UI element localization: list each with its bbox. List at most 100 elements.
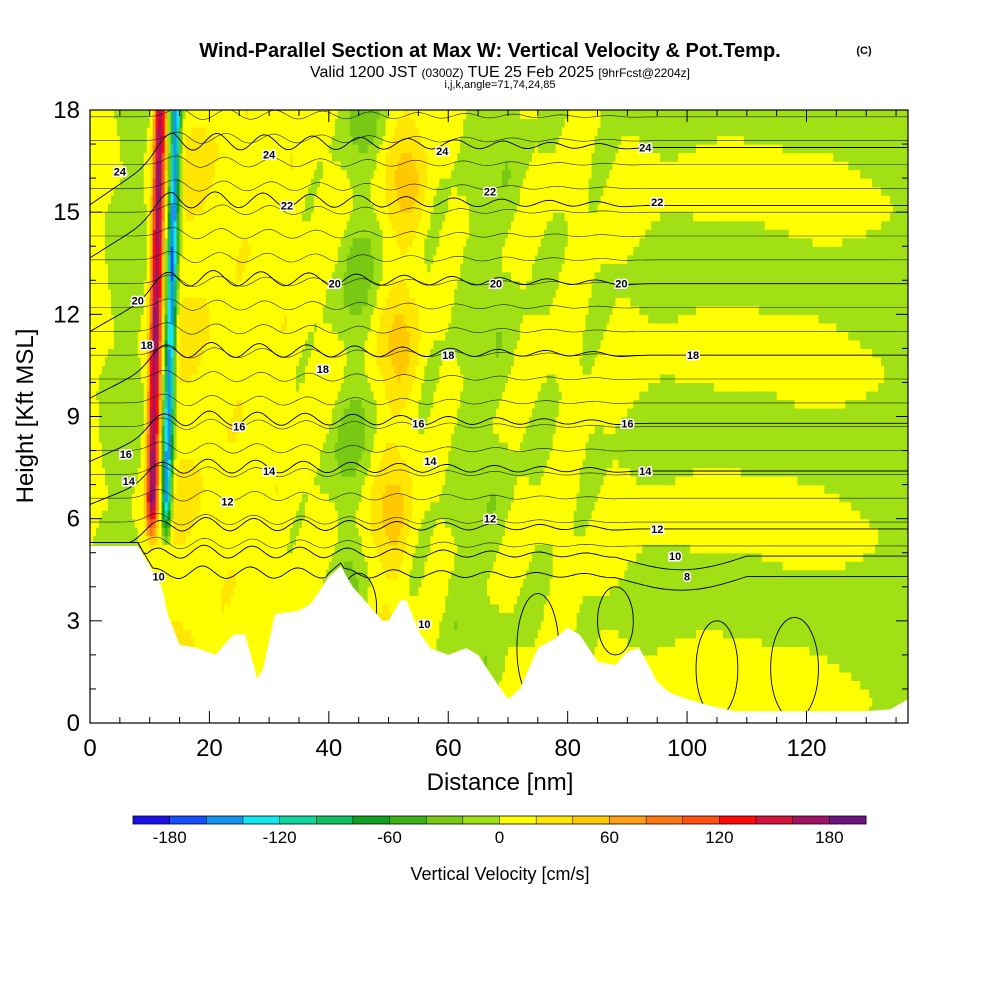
velocity-cell [158,433,163,486]
colorbar-swatch [462,816,500,824]
velocity-cell [678,110,682,154]
velocity-cell [409,518,414,571]
velocity-cell [307,186,312,222]
velocity-cell [618,297,623,426]
velocity-cell [340,339,345,384]
velocity-cell [352,569,357,596]
velocity-cell [848,110,852,171]
velocity-cell [543,229,548,315]
velocity-cell [427,510,431,554]
velocity-cell [188,110,193,137]
velocity-cell [675,476,679,545]
velocity-cell [660,646,664,690]
velocity-cell [794,646,799,716]
velocity-cell [758,220,763,315]
velocity-cell [397,110,402,120]
velocity-cell [131,493,136,520]
velocity-cell [493,510,497,562]
velocity-cell [612,433,617,460]
velocity-cell [749,476,754,554]
velocity-cell [370,314,375,392]
velocity-cell [624,297,628,418]
velocity-cell [322,442,327,494]
velocity-cell [501,442,506,537]
velocity-cell [857,237,861,341]
velocity-cell [361,305,366,409]
theta-contour-minor [90,250,908,263]
velocity-cell [409,390,414,477]
velocity-cell [687,110,691,154]
velocity-cell [388,356,393,409]
velocity-cell [370,450,375,486]
velocity-cell [197,467,202,511]
velocity-cell [421,203,425,384]
velocity-cell [633,110,637,137]
velocity-cell [875,527,879,545]
velocity-cell [633,135,637,247]
theta-contour-minor [90,393,908,407]
velocity-cell [182,297,187,384]
velocity-cell [361,552,366,605]
velocity-cell [355,399,360,469]
velocity-cell [170,459,175,477]
velocity-cell [215,161,219,656]
velocity-cell [558,135,563,213]
velocity-cell [454,110,458,162]
velocity-cell [758,390,763,477]
velocity-cell [657,110,661,154]
velocity-cell [510,450,515,503]
velocity-cell [707,552,712,630]
velocity-cell [827,152,831,247]
velocity-cell [854,237,858,341]
velocity-cell [155,356,160,392]
velocity-cell [370,144,375,179]
velocity-cell [460,195,464,264]
velocity-cell [869,348,873,392]
velocity-cell [519,118,524,188]
velocity-cell [752,220,757,307]
valid-date: TUE 25 Feb 2025 [468,64,594,81]
y-tick-label: 0 [67,710,80,737]
theta-contours [90,110,908,721]
velocity-cell [878,356,882,384]
velocity-cell [167,510,172,520]
velocity-cell [504,518,509,613]
velocity-cell [364,305,369,341]
velocity-cell [391,229,396,281]
velocity-cell [719,467,724,554]
velocity-cell [779,229,784,315]
velocity-cell [146,110,151,128]
velocity-cell [343,169,348,230]
velocity-cell [236,280,240,401]
velocity-cell [800,110,805,154]
velocity-cell [507,646,512,707]
velocity-cell [648,382,652,486]
velocity-cell [893,110,897,716]
velocity-cell [209,186,214,656]
velocity-cell [579,467,584,537]
velocity-cell [528,416,533,486]
velocity-cell [713,390,718,469]
velocity-cell [188,382,193,460]
velocity-cell [857,510,861,562]
velocity-cell [860,178,864,239]
velocity-cell [576,110,581,494]
theta-contour [90,132,908,206]
colorbar-swatch [242,816,280,824]
velocity-cell [155,110,160,128]
velocity-cell [185,220,190,298]
velocity-cell [370,254,375,281]
velocity-cell [355,237,360,315]
velocity-cell [654,544,658,656]
velocity-cell [167,212,172,230]
velocity-cell [582,110,587,332]
velocity-cell [618,110,623,145]
velocity-cell [854,510,858,562]
velocity-cell [836,110,840,162]
velocity-cell [633,246,637,307]
velocity-cell [313,195,318,324]
velocity-cell [391,365,396,418]
velocity-cell [761,110,766,145]
velocity-cell [627,254,631,298]
velocity-cell [716,305,721,392]
